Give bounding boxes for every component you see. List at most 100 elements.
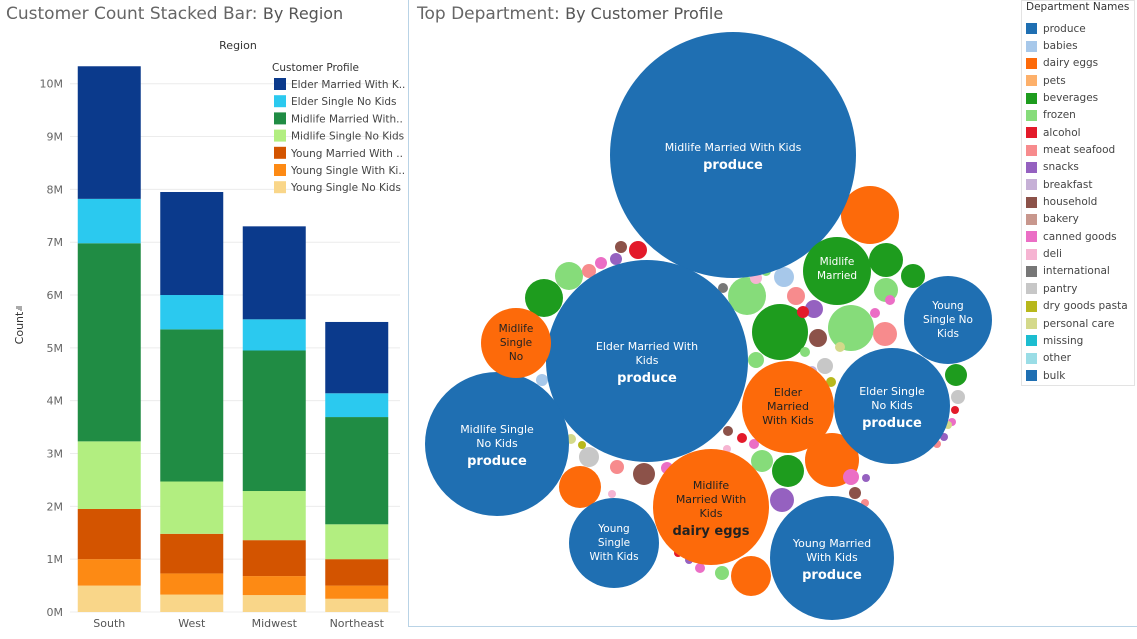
- department-bubble[interactable]: [826, 377, 836, 387]
- bar-segment[interactable]: [242, 576, 306, 596]
- department-bubble[interactable]: [817, 358, 833, 374]
- department-legend-item[interactable]: personal care: [1022, 315, 1134, 332]
- bar-segment[interactable]: [77, 66, 141, 199]
- department-legend-item[interactable]: deli: [1022, 245, 1134, 262]
- department-bubble[interactable]: [579, 447, 599, 467]
- department-bubble[interactable]: [809, 329, 827, 347]
- profile-legend-swatch[interactable]: [274, 164, 286, 176]
- department-bubble[interactable]: [787, 287, 805, 305]
- sort-icon[interactable]: [16, 306, 22, 311]
- department-bubble[interactable]: [951, 390, 965, 404]
- profile-legend-swatch[interactable]: [274, 129, 286, 142]
- department-legend-item[interactable]: meat seafood: [1022, 141, 1134, 158]
- department-bubble[interactable]: [629, 241, 647, 259]
- bar-segment[interactable]: [160, 192, 224, 296]
- bar-segment[interactable]: [160, 329, 224, 482]
- bar-segment[interactable]: [242, 491, 306, 541]
- bar-segment[interactable]: [325, 559, 389, 586]
- department-bubble[interactable]: [728, 277, 766, 315]
- bar-segment[interactable]: [77, 243, 141, 442]
- bar-segment[interactable]: [325, 598, 389, 612]
- department-bubble[interactable]: [610, 253, 622, 265]
- department-bubble[interactable]: [481, 308, 551, 378]
- department-legend-item[interactable]: breakfast: [1022, 176, 1134, 193]
- department-bubble[interactable]: [945, 364, 967, 386]
- bar-segment[interactable]: [77, 508, 141, 560]
- profile-legend-label[interactable]: Midlife Single No Kids: [291, 131, 404, 143]
- department-bubble[interactable]: [774, 267, 794, 287]
- bar-segment[interactable]: [77, 441, 141, 509]
- department-bubble[interactable]: [610, 460, 624, 474]
- bar-segment[interactable]: [242, 350, 306, 492]
- department-legend-item[interactable]: household: [1022, 193, 1134, 210]
- profile-legend-label[interactable]: Young Single No Kids: [290, 182, 401, 194]
- department-bubble[interactable]: [870, 308, 880, 318]
- department-bubble[interactable]: [723, 426, 733, 436]
- bar-segment[interactable]: [77, 198, 141, 244]
- profile-legend-swatch[interactable]: [274, 146, 286, 159]
- department-bubble[interactable]: [731, 556, 771, 596]
- department-bubble[interactable]: [841, 186, 899, 244]
- profile-legend-label[interactable]: Young Married With ..: [290, 148, 403, 160]
- bar-segment[interactable]: [160, 573, 224, 595]
- department-bubble[interactable]: [834, 348, 950, 464]
- department-bubble[interactable]: [742, 361, 834, 453]
- bar-segment[interactable]: [325, 393, 389, 418]
- department-bubble[interactable]: [737, 433, 747, 443]
- department-bubble[interactable]: [752, 304, 808, 360]
- department-legend[interactable]: Department Names produce babies dairy eggs…: [1021, 0, 1135, 386]
- department-bubble[interactable]: [805, 300, 823, 318]
- department-bubble[interactable]: [578, 441, 586, 449]
- department-bubble[interactable]: [559, 466, 601, 508]
- department-bubble[interactable]: [901, 264, 925, 288]
- department-bubble[interactable]: [797, 306, 809, 318]
- department-legend-item[interactable]: dry goods pasta: [1022, 298, 1134, 315]
- bar-segment[interactable]: [325, 524, 389, 560]
- department-legend-item[interactable]: alcohol: [1022, 124, 1134, 141]
- department-legend-item[interactable]: beverages: [1022, 89, 1134, 106]
- department-bubble[interactable]: [536, 374, 548, 386]
- department-bubble[interactable]: [843, 469, 859, 485]
- department-bubble[interactable]: [546, 260, 748, 462]
- department-legend-item[interactable]: missing: [1022, 332, 1134, 349]
- bar-segment[interactable]: [242, 595, 306, 612]
- bar-segment[interactable]: [242, 319, 306, 351]
- department-legend-item[interactable]: dairy eggs: [1022, 55, 1134, 72]
- department-legend-item[interactable]: pantry: [1022, 280, 1134, 297]
- profile-legend-swatch[interactable]: [274, 112, 286, 125]
- department-bubble[interactable]: [951, 406, 959, 414]
- department-legend-item[interactable]: bulk: [1022, 367, 1134, 384]
- department-bubble[interactable]: [608, 490, 616, 498]
- profile-legend-label[interactable]: Elder Single No Kids: [291, 96, 397, 108]
- profile-legend-swatch[interactable]: [274, 181, 286, 194]
- department-bubble[interactable]: [873, 322, 897, 346]
- department-legend-item[interactable]: canned goods: [1022, 228, 1134, 245]
- department-legend-item[interactable]: pets: [1022, 72, 1134, 89]
- department-bubble[interactable]: [885, 295, 895, 305]
- bar-segment[interactable]: [160, 594, 224, 612]
- department-bubble[interactable]: [595, 257, 607, 269]
- department-bubble[interactable]: [748, 352, 764, 368]
- department-legend-item[interactable]: frozen: [1022, 107, 1134, 124]
- bar-segment[interactable]: [160, 533, 224, 574]
- bar-segment[interactable]: [160, 481, 224, 534]
- department-bubble[interactable]: [862, 474, 870, 482]
- bar-segment[interactable]: [77, 585, 141, 612]
- department-bubble[interactable]: [800, 347, 810, 357]
- bar-segment[interactable]: [242, 540, 306, 577]
- department-bubble[interactable]: [751, 450, 773, 472]
- profile-legend-label[interactable]: Midlife Married With..: [291, 113, 403, 125]
- department-bubble[interactable]: [904, 276, 992, 364]
- department-bubble[interactable]: [849, 487, 861, 499]
- department-legend-item[interactable]: babies: [1022, 37, 1134, 54]
- department-bubble[interactable]: [772, 455, 804, 487]
- profile-legend-label[interactable]: Elder Married With K..: [291, 79, 405, 91]
- bar-segment[interactable]: [77, 559, 141, 586]
- department-bubble[interactable]: [525, 279, 563, 317]
- bar-segment[interactable]: [325, 417, 389, 525]
- bar-segment[interactable]: [242, 226, 306, 320]
- profile-legend-swatch[interactable]: [274, 95, 286, 108]
- department-legend-item[interactable]: snacks: [1022, 159, 1134, 176]
- bar-segment[interactable]: [325, 585, 389, 599]
- bar-segment[interactable]: [160, 295, 224, 330]
